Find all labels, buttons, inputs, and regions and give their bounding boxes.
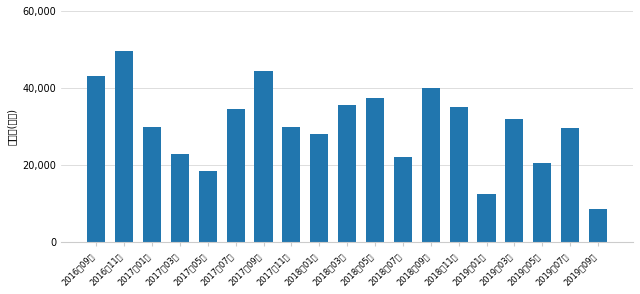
Bar (171, 153, 189, 242)
Bar (449, 107, 468, 242)
Bar (255, 71, 273, 242)
Bar (199, 171, 217, 242)
Bar (533, 163, 551, 242)
Bar (561, 128, 579, 242)
Bar (87, 76, 106, 242)
Bar (394, 157, 412, 242)
Bar (338, 105, 356, 242)
Bar (282, 126, 300, 242)
Bar (115, 51, 133, 242)
Bar (366, 98, 384, 242)
Bar (506, 119, 524, 242)
Bar (143, 126, 161, 242)
Bar (477, 194, 495, 242)
Y-axis label: 거래량(건수): 거래량(건수) (7, 108, 17, 145)
Bar (227, 109, 244, 242)
Bar (589, 209, 607, 242)
Bar (422, 88, 440, 242)
Bar (310, 134, 328, 242)
